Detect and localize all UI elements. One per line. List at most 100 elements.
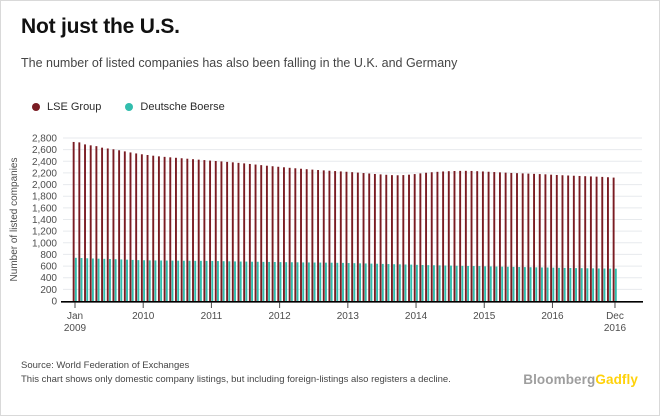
bar-deutsche-boerse bbox=[427, 265, 430, 301]
bar-deutsche-boerse bbox=[80, 258, 83, 301]
bar-lse bbox=[112, 149, 115, 301]
x-tick-label: 2014 bbox=[405, 311, 428, 322]
bar-lse bbox=[283, 167, 285, 301]
legend-label: LSE Group bbox=[47, 101, 102, 113]
bar-lse bbox=[504, 172, 507, 301]
bar-deutsche-boerse bbox=[376, 263, 379, 301]
bar-lse bbox=[464, 170, 467, 301]
x-tick-label: 2010 bbox=[132, 311, 155, 322]
bar-lse bbox=[254, 164, 257, 301]
bar-deutsche-boerse bbox=[381, 263, 384, 301]
bar-deutsche-boerse bbox=[262, 261, 265, 301]
bar-deutsche-boerse bbox=[239, 261, 242, 301]
bar-lse bbox=[334, 171, 337, 301]
bar-deutsche-boerse bbox=[307, 262, 310, 301]
bar-lse bbox=[192, 159, 194, 301]
bar-deutsche-boerse bbox=[501, 266, 504, 301]
bar-lse bbox=[129, 152, 132, 301]
page-subtitle: The number of listed companies has also … bbox=[21, 56, 458, 70]
bar-lse bbox=[487, 171, 490, 301]
bar-lse bbox=[408, 174, 410, 301]
bar-deutsche-boerse bbox=[131, 259, 134, 301]
legend-dot bbox=[32, 103, 40, 111]
bar-lse bbox=[135, 153, 138, 301]
bar-lse bbox=[78, 142, 81, 301]
bar-lse bbox=[373, 173, 376, 301]
bar-deutsche-boerse bbox=[546, 267, 549, 301]
y-tick-label: 2,800 bbox=[32, 134, 57, 145]
bar-lse bbox=[544, 174, 547, 301]
bar-deutsche-boerse bbox=[597, 268, 600, 301]
bar-lse bbox=[288, 167, 291, 301]
bar-deutsche-boerse bbox=[421, 265, 424, 301]
bar-lse bbox=[430, 172, 433, 301]
y-tick-label: 2,600 bbox=[32, 145, 57, 156]
x-tick-label: 2015 bbox=[473, 311, 496, 322]
bar-deutsche-boerse bbox=[364, 263, 367, 301]
bar-lse bbox=[339, 171, 342, 301]
x-tick-label: 2012 bbox=[268, 311, 291, 322]
bar-lse bbox=[442, 171, 445, 301]
bar-deutsche-boerse bbox=[342, 262, 344, 301]
page-title: Not just the U.S. bbox=[21, 15, 180, 38]
bar-lse bbox=[368, 173, 371, 301]
bar-lse bbox=[589, 176, 592, 301]
bar-deutsche-boerse bbox=[91, 258, 94, 301]
bar-lse bbox=[470, 170, 473, 301]
bar-lse bbox=[413, 174, 416, 301]
bar-lse bbox=[163, 156, 166, 301]
bar-deutsche-boerse bbox=[512, 266, 515, 301]
bar-deutsche-boerse bbox=[171, 260, 174, 301]
bar-lse bbox=[72, 141, 75, 301]
bar-deutsche-boerse bbox=[580, 268, 583, 301]
y-tick-label: 1,800 bbox=[32, 192, 57, 203]
bar-deutsche-boerse bbox=[211, 260, 214, 301]
bar-deutsche-boerse bbox=[563, 267, 566, 301]
bar-deutsche-boerse bbox=[347, 263, 350, 301]
bar-deutsche-boerse bbox=[296, 262, 299, 301]
bar-lse bbox=[567, 175, 570, 301]
bar-deutsche-boerse bbox=[319, 262, 322, 301]
bar-lse bbox=[305, 169, 308, 301]
bar-lse bbox=[300, 168, 302, 301]
legend-item-deutsche-boerse: Deutsche Boerse bbox=[125, 101, 225, 113]
bar-deutsche-boerse bbox=[182, 260, 185, 301]
y-tick-label: 2,200 bbox=[32, 168, 57, 179]
bar-deutsche-boerse bbox=[313, 262, 316, 301]
bar-deutsche-boerse bbox=[506, 266, 509, 301]
bar-lse bbox=[140, 154, 143, 301]
bar-lse bbox=[391, 175, 393, 301]
y-tick-label: 1,400 bbox=[32, 215, 57, 226]
bar-deutsche-boerse bbox=[558, 267, 560, 301]
bar-deutsche-boerse bbox=[472, 266, 475, 301]
bar-deutsche-boerse bbox=[575, 268, 577, 301]
bar-deutsche-boerse bbox=[484, 266, 487, 301]
bar-deutsche-boerse bbox=[353, 263, 356, 301]
bar-deutsche-boerse bbox=[86, 258, 89, 301]
bar-lse bbox=[277, 166, 280, 301]
bar-deutsche-boerse bbox=[336, 262, 339, 301]
bar-deutsche-boerse bbox=[393, 264, 396, 301]
bar-lse bbox=[538, 174, 541, 301]
bar-lse bbox=[385, 174, 388, 301]
bar-lse bbox=[123, 151, 126, 301]
bar-deutsche-boerse bbox=[109, 259, 111, 301]
y-tick-label: 1,000 bbox=[32, 238, 57, 249]
bar-deutsche-boerse bbox=[97, 258, 100, 301]
bar-lse bbox=[521, 173, 524, 301]
x-tick-label: Jan bbox=[67, 311, 83, 322]
bar-deutsche-boerse bbox=[137, 260, 140, 301]
bar-deutsche-boerse bbox=[290, 262, 293, 301]
bar-lse bbox=[169, 157, 172, 301]
bar-deutsche-boerse bbox=[489, 266, 492, 301]
bar-lse bbox=[231, 162, 234, 301]
bar-deutsche-boerse bbox=[251, 261, 253, 301]
bar-deutsche-boerse bbox=[432, 265, 435, 301]
bar-deutsche-boerse bbox=[245, 261, 248, 301]
brand-bloomberg: Bloomberg bbox=[523, 372, 596, 387]
y-tick-label: 2,000 bbox=[32, 180, 57, 191]
bar-lse bbox=[481, 171, 484, 301]
bar-deutsche-boerse bbox=[478, 266, 481, 301]
bar-deutsche-boerse bbox=[114, 259, 117, 301]
bar-lse bbox=[612, 177, 615, 301]
